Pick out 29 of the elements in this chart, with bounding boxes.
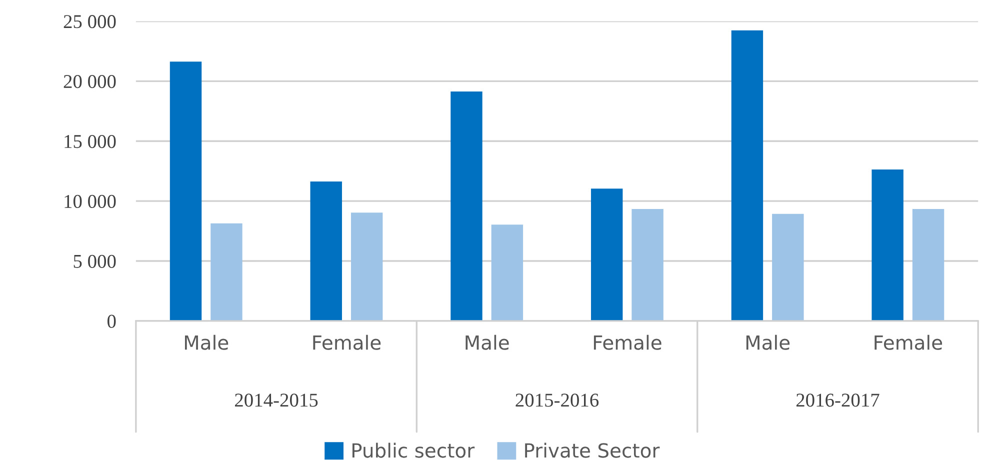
bar [731,30,764,321]
y-tick-label: 25 000 [64,15,116,28]
y-tick-label: 5 000 [74,254,116,268]
text: 2014-2015 [235,394,318,407]
bar [491,224,524,321]
bar [210,223,242,321]
y-tick-label: 10 000 [64,194,116,208]
x-tick-label: Male [466,334,509,350]
bar [772,214,804,321]
x-tick-label: Male [746,334,790,350]
x-tick-label: Male [184,334,228,350]
x-tick-label: Female [874,334,942,350]
y-tick-label: 0 [108,314,116,328]
x-tick-label: Female [313,334,381,350]
bar [912,209,944,321]
bar [590,188,623,321]
y-tick-label: 15 000 [64,134,116,148]
x-tick-label: Female [594,334,662,350]
text: 2016-2017 [796,394,880,407]
bar [170,62,202,321]
bar [450,92,482,321]
bar [872,169,904,321]
bar [350,212,383,321]
y-tick-label: 20 000 [64,75,116,88]
text: 2015-2016 [516,394,599,407]
bar [632,209,664,321]
bar [310,181,342,321]
legend-label: Private Sector [525,442,660,458]
legend-label: Public sector [352,442,475,458]
